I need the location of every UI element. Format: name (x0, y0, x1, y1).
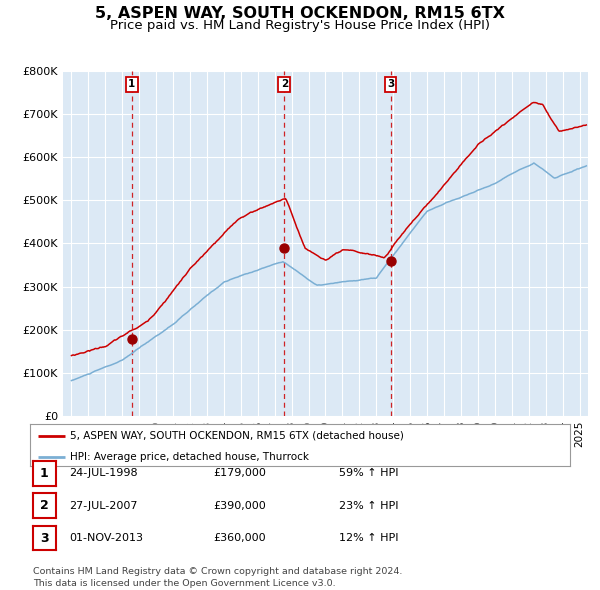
Text: 3: 3 (40, 532, 49, 545)
Text: Price paid vs. HM Land Registry's House Price Index (HPI): Price paid vs. HM Land Registry's House … (110, 19, 490, 32)
Text: Contains HM Land Registry data © Crown copyright and database right 2024.
This d: Contains HM Land Registry data © Crown c… (33, 567, 403, 588)
Text: 01-NOV-2013: 01-NOV-2013 (69, 533, 143, 543)
Text: 27-JUL-2007: 27-JUL-2007 (69, 501, 137, 510)
Text: 5, ASPEN WAY, SOUTH OCKENDON, RM15 6TX: 5, ASPEN WAY, SOUTH OCKENDON, RM15 6TX (95, 6, 505, 21)
Text: 2: 2 (40, 499, 49, 512)
Text: 1: 1 (40, 467, 49, 480)
Text: HPI: Average price, detached house, Thurrock: HPI: Average price, detached house, Thur… (71, 452, 310, 462)
Text: £360,000: £360,000 (213, 533, 266, 543)
Text: 12% ↑ HPI: 12% ↑ HPI (339, 533, 398, 543)
Text: 24-JUL-1998: 24-JUL-1998 (69, 468, 137, 478)
Text: 3: 3 (387, 80, 394, 90)
Text: £179,000: £179,000 (213, 468, 266, 478)
Text: £390,000: £390,000 (213, 501, 266, 510)
Text: 1: 1 (128, 80, 136, 90)
Text: 59% ↑ HPI: 59% ↑ HPI (339, 468, 398, 478)
Text: 23% ↑ HPI: 23% ↑ HPI (339, 501, 398, 510)
Text: 2: 2 (281, 80, 288, 90)
Text: 5, ASPEN WAY, SOUTH OCKENDON, RM15 6TX (detached house): 5, ASPEN WAY, SOUTH OCKENDON, RM15 6TX (… (71, 431, 404, 441)
